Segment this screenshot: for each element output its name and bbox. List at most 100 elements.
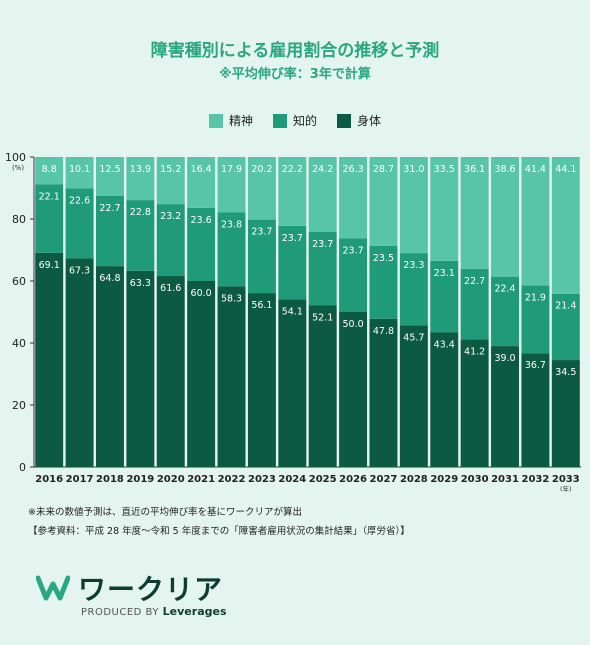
note-estimate: ※未来の数値予測は、直近の平均伸び率を基にワークリアが算出 — [28, 507, 302, 518]
w-logo-icon — [36, 575, 70, 601]
legend-item-chiteki: 知的 — [272, 112, 317, 129]
data-label-shintai: 61.6 — [160, 283, 181, 294]
data-label-chiteki: 21.9 — [525, 292, 546, 303]
y-tick-label: 0 — [19, 461, 26, 474]
bar-segment-seishin — [156, 157, 185, 205]
legend-label-chiteki: 知的 — [292, 114, 317, 128]
bar-segment-shintai — [247, 293, 276, 467]
y-tick-label: 60 — [12, 275, 26, 288]
data-label-shintai: 45.7 — [403, 332, 424, 343]
bar-segment-shintai — [369, 318, 398, 467]
data-label-shintai: 36.7 — [525, 360, 546, 371]
bar-segment-seishin — [308, 157, 337, 233]
bar-segment-chiteki — [217, 212, 246, 287]
bar-segment-chiteki — [491, 276, 520, 347]
data-label-shintai: 39.0 — [494, 353, 515, 364]
bar-segment-seishin — [369, 157, 398, 246]
data-label-seishin: 38.6 — [494, 164, 515, 175]
x-tick-label: 2032 — [521, 474, 549, 485]
data-label-seishin: 28.7 — [373, 164, 394, 175]
bar-segment-shintai — [95, 266, 124, 467]
bar-segment-chiteki — [247, 219, 276, 294]
y-tick-label: 40 — [12, 337, 26, 350]
data-label-chiteki: 23.3 — [403, 260, 424, 271]
data-label-seishin: 22.2 — [282, 164, 303, 175]
bar-segment-chiteki — [551, 293, 580, 361]
data-label-shintai: 34.5 — [555, 367, 576, 378]
bar-segment-chiteki — [126, 200, 155, 271]
data-label-shintai: 69.1 — [39, 260, 60, 271]
legend-swatch-seishin — [208, 113, 223, 128]
bar-segment-chiteki — [430, 260, 459, 333]
x-tick-label: 2023 — [248, 474, 276, 485]
x-tick-label: 2016 — [35, 474, 63, 485]
data-label-seishin: 24.2 — [312, 164, 333, 175]
x-tick-label: 2028 — [400, 474, 428, 485]
bar-segment-seishin — [339, 157, 368, 239]
bar-segment-seishin — [551, 157, 580, 294]
data-label-seishin: 12.5 — [99, 164, 120, 175]
bar-segment-seishin — [521, 157, 550, 286]
bar-segment-seishin — [430, 157, 459, 261]
x-tick-label: 2020 — [157, 474, 185, 485]
bar-segment-shintai — [156, 276, 185, 467]
bar-segment-chiteki — [95, 195, 124, 267]
data-label-seishin: 8.8 — [42, 164, 57, 175]
bar-segment-shintai — [217, 286, 246, 467]
data-label-seishin: 17.9 — [221, 164, 242, 175]
x-tick-label: 2018 — [96, 474, 124, 485]
bar-segment-shintai — [491, 346, 520, 467]
bar-segment-seishin — [399, 157, 428, 254]
data-label-chiteki: 23.1 — [434, 268, 455, 279]
x-unit-label: (年) — [560, 484, 572, 493]
data-label-chiteki: 23.7 — [282, 233, 303, 244]
y-unit-label: (%) — [12, 164, 24, 172]
x-tick-label: 2029 — [430, 474, 458, 485]
x-tick-label: 2026 — [339, 474, 367, 485]
data-label-chiteki: 23.7 — [251, 227, 272, 238]
data-label-chiteki: 23.8 — [221, 219, 242, 230]
legend-swatch-shintai — [337, 113, 351, 128]
legend-label-shintai: 身体 — [357, 114, 382, 128]
chart-subtitle: ※平均伸び率：3年で計算 — [219, 67, 371, 82]
data-label-chiteki: 21.4 — [555, 301, 576, 312]
data-label-shintai: 67.3 — [69, 265, 90, 276]
data-label-shintai: 54.1 — [282, 306, 303, 317]
legend: 精神 知的 身体 — [0, 112, 590, 129]
bar-segment-chiteki — [339, 238, 368, 312]
data-label-seishin: 15.2 — [160, 164, 181, 175]
x-tick-label: 2022 — [218, 474, 246, 485]
chart-title: 障害種別による雇用割合の推移と予測 — [150, 41, 440, 61]
bar-segment-chiteki — [521, 285, 550, 354]
data-label-chiteki: 23.2 — [160, 211, 181, 222]
data-label-shintai: 50.0 — [343, 319, 364, 330]
y-tick-label: 80 — [12, 213, 26, 226]
data-label-seishin: 31.0 — [403, 164, 424, 175]
legend-item-shintai: 身体 — [337, 112, 381, 129]
data-label-shintai: 58.3 — [221, 293, 242, 304]
bar-segment-shintai — [187, 281, 216, 467]
bar-segment-seishin — [460, 157, 489, 269]
x-tick-label: 2024 — [278, 474, 306, 485]
brand-name: ワークリア — [78, 573, 224, 606]
bar-segment-chiteki — [369, 245, 398, 319]
stacked-bar-chart: 0 20 40 60 80 100(%) 69.1 22.1 8.8 2016 67.3 22.6 10… — [5, 151, 581, 493]
data-label-seishin: 26.3 — [343, 164, 364, 175]
data-label-chiteki: 23.6 — [191, 215, 212, 226]
notes: ※未来の数値予測は、直近の平均伸び率を基にワークリアが算出 【参考資料：平成 2… — [28, 503, 410, 541]
data-label-shintai: 56.1 — [251, 300, 272, 311]
x-tick-label: 2025 — [309, 474, 337, 485]
data-label-chiteki: 23.7 — [312, 239, 333, 250]
bar-segment-chiteki — [460, 268, 489, 340]
bar-segment-shintai — [278, 299, 307, 467]
bar-segment-seishin — [65, 157, 94, 189]
data-label-seishin: 13.9 — [130, 164, 151, 175]
bar-segment-seishin — [126, 157, 155, 201]
data-label-shintai: 63.3 — [130, 278, 151, 289]
bar-segment-shintai — [35, 252, 64, 467]
bar-segment-shintai — [308, 305, 337, 467]
bar-segment-seishin — [95, 157, 124, 196]
bar-segment-seishin — [491, 157, 520, 277]
x-tick-label: 2031 — [491, 474, 519, 485]
data-label-seishin: 33.5 — [434, 164, 455, 175]
